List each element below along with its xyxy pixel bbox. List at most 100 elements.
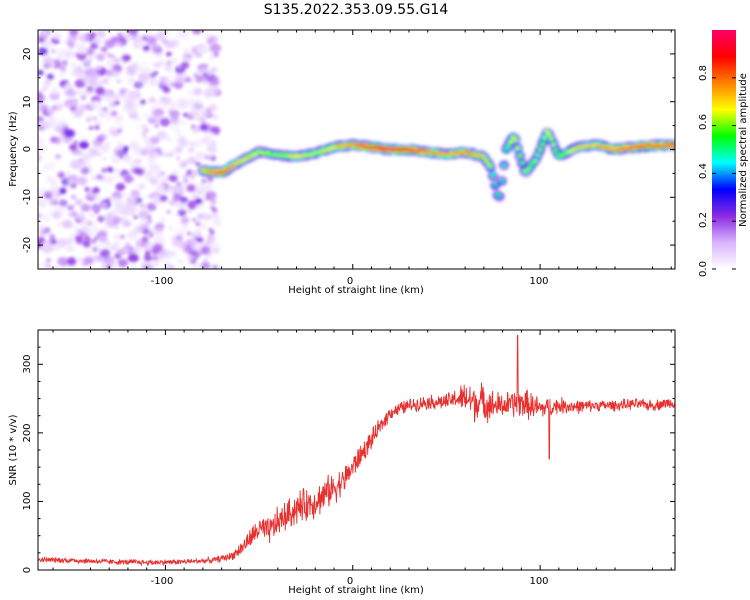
noise-blob (177, 259, 184, 265)
noise-blob (125, 241, 131, 246)
noise-blob (83, 256, 94, 265)
noise-blob (160, 249, 170, 258)
noise-blob (92, 116, 97, 121)
noise-blob (119, 234, 125, 240)
noise-blob (65, 88, 76, 97)
ridge-mark (482, 155, 486, 159)
noise-blob (51, 184, 60, 192)
noise-blob (144, 250, 151, 256)
noise-blob (162, 259, 170, 266)
noise-blob (176, 156, 181, 160)
noise-blob (195, 151, 207, 161)
noise-blob (57, 238, 68, 247)
noise-blob (142, 131, 147, 135)
noise-blob (206, 108, 211, 112)
noise-blob (122, 104, 130, 111)
noise-blob (135, 126, 141, 130)
ridge-mark (520, 161, 524, 164)
noise-blob (78, 140, 89, 150)
noise-blob (132, 247, 142, 256)
noise-blob (141, 124, 148, 130)
noise-blob (164, 64, 173, 72)
noise-blob (115, 174, 122, 181)
noise-blob (61, 86, 67, 91)
noise-blob (183, 223, 188, 228)
noise-blob (56, 48, 68, 57)
noise-blob (121, 54, 131, 62)
noise-blob (113, 234, 121, 240)
noise-blob (123, 175, 134, 183)
noise-blob (211, 140, 217, 146)
noise-blob (169, 109, 180, 119)
ridge-mark (529, 164, 533, 167)
noise-blob (91, 79, 103, 89)
ridge-mark (574, 147, 578, 150)
noise-blob (171, 238, 180, 246)
noise-blob (152, 243, 163, 252)
noise-blob (104, 175, 115, 184)
noise-blob (123, 248, 129, 253)
noise-blob (168, 138, 173, 142)
noise-blob (152, 259, 161, 267)
noise-blob (96, 104, 105, 112)
noise-blob (52, 265, 60, 269)
ridge-mark (486, 163, 491, 166)
colorbar-tick-06: 0.6 (698, 114, 709, 130)
noise-blob (101, 167, 108, 173)
noise-blob (146, 202, 157, 212)
ridge-mark (488, 165, 493, 169)
noise-blob (78, 33, 90, 43)
noise-blob (138, 221, 145, 227)
ridge-mark (513, 138, 518, 142)
ridge-mark (533, 159, 538, 162)
noise-blob (49, 234, 55, 240)
noise-blob (52, 103, 62, 112)
noise-blob (56, 118, 67, 128)
noise-blob (50, 238, 58, 245)
noise-blob (146, 37, 157, 46)
colorbar-ticks (712, 77, 736, 270)
snr-x-tick-100: 100 (529, 576, 548, 587)
noise-blob (170, 234, 176, 239)
noise-blob (81, 226, 90, 233)
noise-blob (192, 218, 197, 222)
noise-blob (191, 107, 198, 114)
noise-blob (79, 104, 86, 109)
noise-blob (168, 250, 177, 258)
noise-blob (166, 210, 171, 214)
noise-blob (81, 161, 86, 165)
noise-blob (104, 94, 113, 102)
noise-blob (194, 230, 202, 236)
noise-blob (91, 203, 102, 212)
noise-blob (70, 68, 82, 78)
noise-blob (59, 65, 67, 72)
noise-blob (87, 115, 94, 121)
noise-blob (169, 82, 175, 87)
noise-blob (69, 143, 78, 151)
ridge-mark (241, 159, 246, 163)
noise-blob (44, 56, 53, 64)
noise-blob (187, 209, 193, 213)
noise-blob (113, 70, 121, 77)
noise-blob (46, 107, 55, 115)
noise-blob (206, 183, 213, 189)
noise-blob (105, 242, 112, 249)
noise-blob (190, 48, 200, 57)
noise-blob (192, 87, 203, 96)
snr-x-tick-0: 0 (347, 576, 353, 587)
snr-y-tick-300: 300 (22, 354, 33, 373)
noise-blob (175, 32, 182, 38)
noise-blob (168, 174, 178, 182)
ridge-mark (502, 164, 506, 168)
noise-blob (210, 113, 219, 120)
noise-blob (69, 159, 82, 170)
noise-blob (133, 81, 143, 89)
noise-blob (195, 203, 203, 210)
noise-blob (116, 79, 121, 83)
colorbar-label: Normalized spectral amplitude (738, 73, 749, 227)
noise-blob (69, 234, 75, 238)
noise-blob (81, 151, 93, 161)
noise-blob (101, 264, 106, 269)
noise-blob (70, 194, 76, 200)
